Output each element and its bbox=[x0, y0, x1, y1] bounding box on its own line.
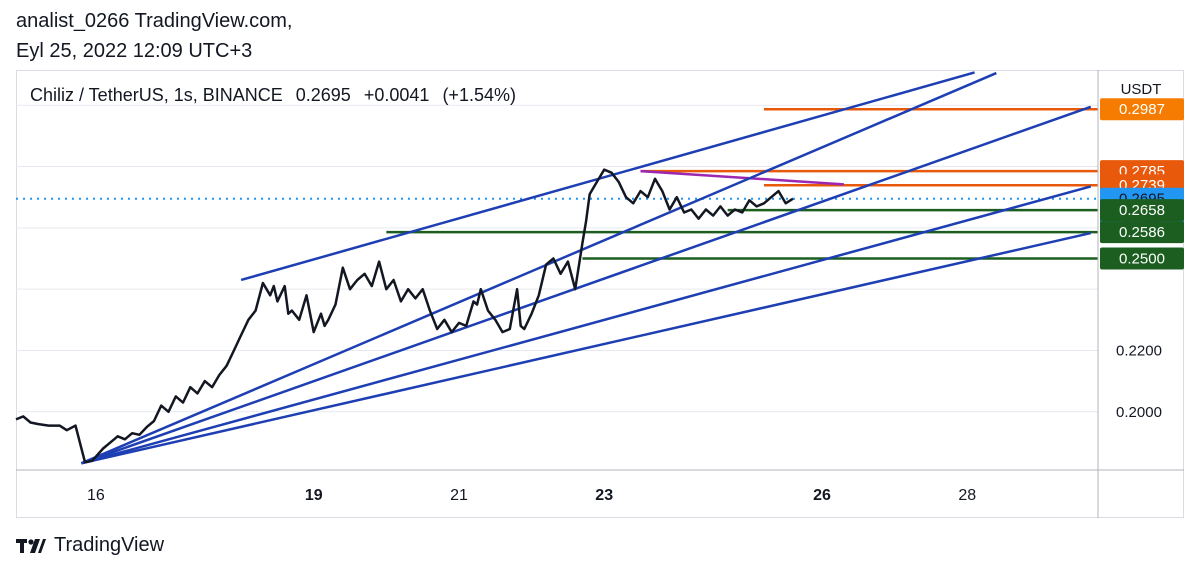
trendline-2[interactable] bbox=[80, 105, 1092, 465]
price-label-0: 0.2987 bbox=[1119, 101, 1165, 118]
price-label-box-4[interactable] bbox=[1100, 199, 1184, 222]
trendlines-layer bbox=[80, 71, 1092, 465]
levels-layer bbox=[16, 107, 1098, 260]
footer-brand-text: TradingView bbox=[54, 534, 165, 556]
price-label-5: 0.2586 bbox=[1119, 224, 1165, 241]
price-series-line[interactable] bbox=[15, 168, 794, 464]
legend-change-pct: (+1.54%) bbox=[442, 85, 516, 105]
x-tick-label-0: 16 bbox=[87, 487, 105, 504]
price-series-layer bbox=[15, 168, 794, 464]
legend-price: 0.2695 bbox=[295, 85, 351, 105]
x-tick-label-1: 19 bbox=[305, 487, 323, 504]
date-line: Eyl 25, 2022 12:09 UTC+3 bbox=[16, 40, 253, 62]
x-tick-label-5: 28 bbox=[958, 487, 976, 504]
x-tick-label-4: 26 bbox=[813, 487, 831, 504]
legend-change: +0.0041 bbox=[363, 85, 430, 105]
x-tick-label-2: 21 bbox=[450, 487, 468, 504]
trendline-1[interactable] bbox=[80, 71, 997, 465]
purple-trendline[interactable] bbox=[640, 169, 844, 186]
footer-brand[interactable]: TradingView bbox=[16, 534, 164, 557]
x-tick-label-3: 23 bbox=[595, 487, 613, 504]
price-label-box-0[interactable] bbox=[1100, 98, 1184, 121]
y-tick-label: 0.2200 bbox=[1116, 342, 1162, 359]
author-line: analist_0266 TradingView.com, bbox=[16, 10, 293, 32]
legend-symbol: Chiliz / TetherUS, 1s, BINANCE bbox=[30, 85, 283, 105]
y-tick-label: 0.2000 bbox=[1116, 404, 1162, 421]
price-label-4: 0.2658 bbox=[1119, 202, 1165, 219]
tradingview-logo-icon bbox=[16, 538, 46, 553]
y-axis-unit: USDT bbox=[1121, 81, 1162, 98]
grid-layer bbox=[16, 104, 1098, 413]
trendline-4[interactable] bbox=[81, 231, 1092, 465]
axis-layer: USDT0.22000.20000.29870.27850.27390.2695… bbox=[16, 70, 1184, 518]
chart-frame[interactable] bbox=[16, 70, 1184, 518]
trendline-3[interactable] bbox=[81, 185, 1092, 465]
price-label-box-5[interactable] bbox=[1100, 221, 1184, 244]
price-label-6: 0.2500 bbox=[1119, 251, 1165, 268]
chart-legend: Chiliz / TetherUS, 1s, BINANCE 0.2695 +0… bbox=[30, 85, 524, 106]
trendline-0[interactable] bbox=[240, 71, 975, 282]
price-label-box-6[interactable] bbox=[1100, 247, 1184, 270]
